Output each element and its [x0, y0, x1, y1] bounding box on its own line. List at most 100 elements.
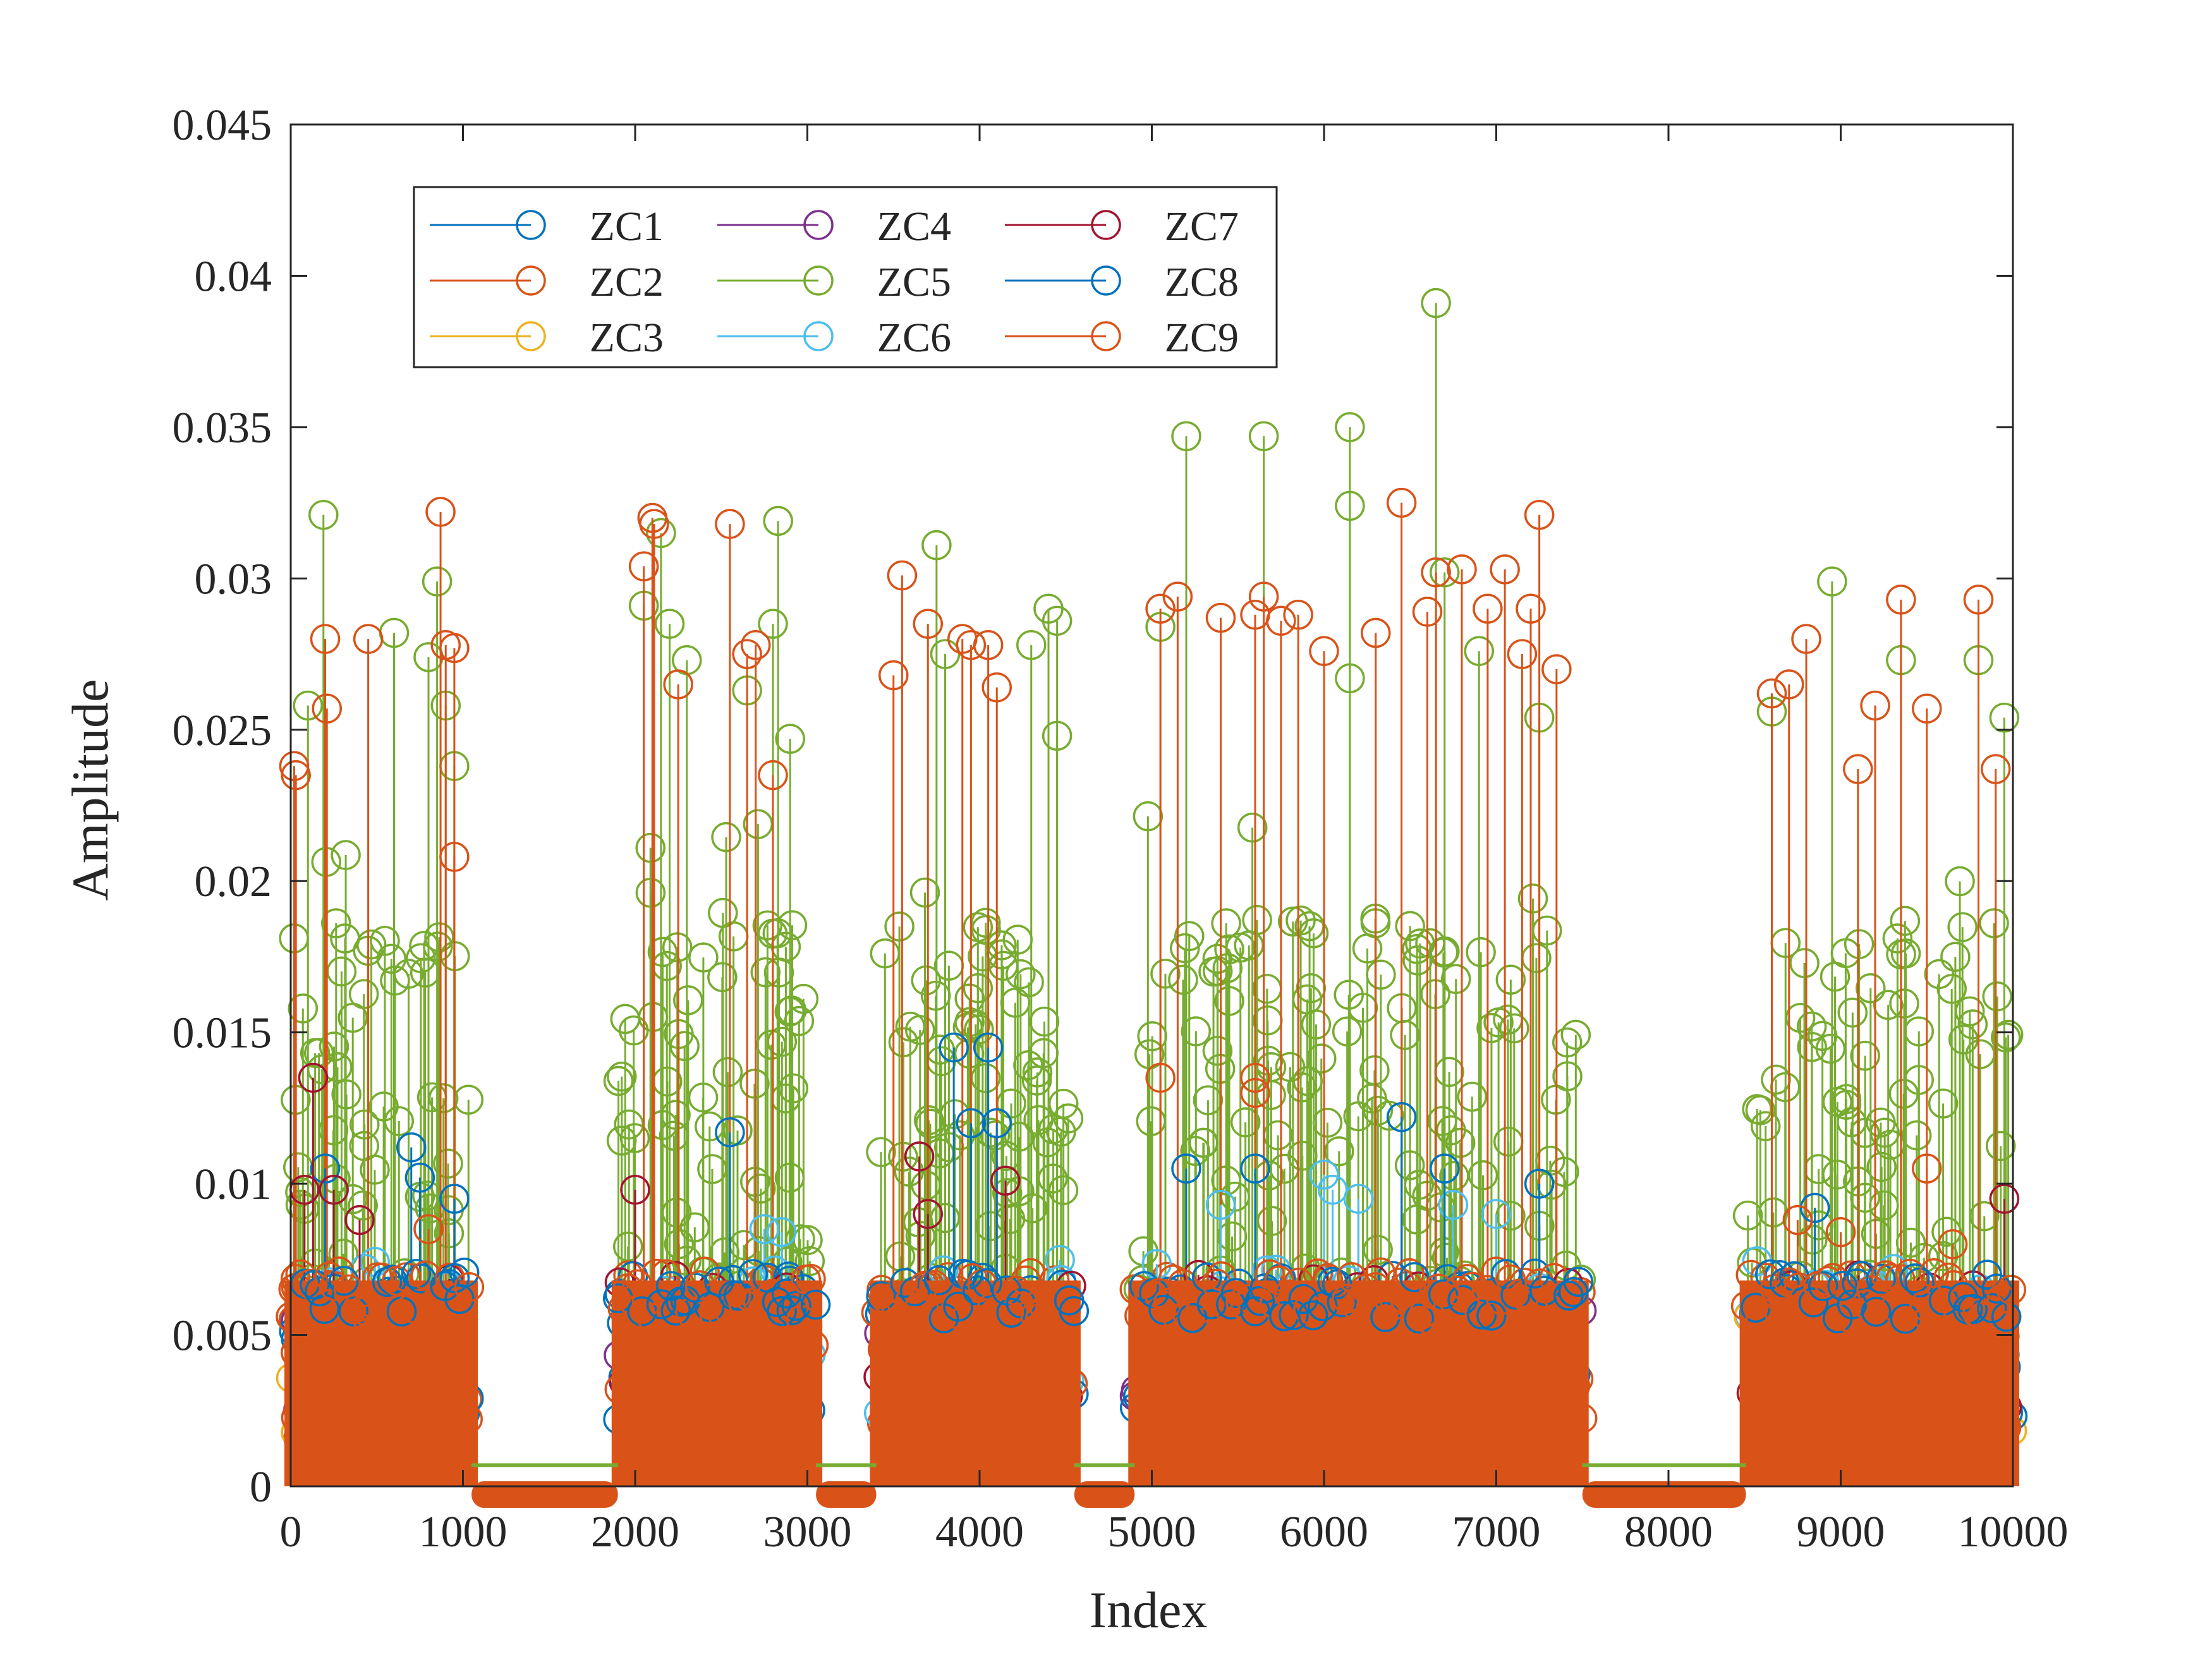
- x-tick-label: 8000: [1624, 1508, 1713, 1556]
- dense-marker: [1977, 1293, 2007, 1323]
- point-zc5-marker: [1366, 959, 1396, 990]
- point-zc2-marker: [1981, 754, 2011, 784]
- dense-marker: [1015, 1258, 1046, 1289]
- point-zc5-marker: [1866, 1151, 1897, 1182]
- dense-marker: [1129, 1271, 1160, 1301]
- dense-marker: [767, 1295, 797, 1326]
- dense-marker: [1957, 1294, 1988, 1325]
- point-zc5-marker: [380, 965, 410, 996]
- inactive-band: [471, 1481, 618, 1508]
- legend-item-zc1: ZC1: [430, 203, 664, 250]
- dense-marker: [1899, 1263, 1930, 1294]
- x-tick-label: 6000: [1280, 1508, 1368, 1556]
- dense-marker: [680, 1272, 710, 1303]
- legend-label: ZC1: [590, 203, 664, 250]
- point-zc5-marker: [348, 979, 379, 1009]
- point-zc5-marker: [1890, 906, 1921, 936]
- point-zc5-marker: [1006, 959, 1036, 990]
- dense-marker: [899, 1276, 930, 1307]
- point-zc5-marker: [1217, 1221, 1248, 1252]
- point-zc7-marker: [990, 1165, 1021, 1196]
- point-zc9-marker: [1825, 1216, 1856, 1247]
- point-zc5-marker: [1150, 959, 1181, 989]
- legend-label: ZC4: [877, 203, 951, 250]
- dense-marker: [1986, 1283, 2017, 1314]
- dense-marker: [1755, 1259, 1785, 1290]
- point-zc1-marker: [956, 1108, 987, 1139]
- point-zc5-marker: [654, 609, 685, 639]
- x-tick-label: 0: [280, 1508, 302, 1556]
- dense-marker: [1365, 1257, 1396, 1288]
- point-zc5-marker: [673, 985, 703, 1016]
- point-zc8-marker: [439, 1184, 470, 1214]
- dense-marker: [972, 1268, 1002, 1299]
- point-zc6-marker: [1045, 1244, 1075, 1275]
- point-zc5-marker: [739, 1069, 770, 1099]
- point-zc2-marker: [1240, 1062, 1270, 1093]
- legend-label: ZC8: [1165, 259, 1239, 305]
- dense-marker: [1735, 1259, 1766, 1290]
- point-zc7-marker: [298, 1062, 329, 1093]
- dense-marker: [1409, 1298, 1439, 1329]
- point-zc5-marker: [1869, 1190, 1899, 1221]
- dense-marker: [943, 1291, 973, 1322]
- y-tick-label: 0.025: [173, 707, 272, 755]
- point-zc5-marker: [303, 1038, 334, 1069]
- legend-marker: [1091, 210, 1121, 240]
- y-tick-label: 0.005: [173, 1312, 272, 1361]
- x-tick-label: 10000: [1958, 1508, 2069, 1556]
- point-zc2-marker: [1756, 678, 1787, 709]
- point-zc5-marker: [1237, 812, 1268, 843]
- point-zc2-marker: [1266, 605, 1296, 636]
- dense-marker: [1297, 1300, 1328, 1331]
- point-zc5-marker: [707, 962, 738, 992]
- point-zc2-marker: [1507, 639, 1538, 669]
- point-zc5-marker: [1312, 1107, 1343, 1138]
- legend-label: ZC5: [877, 259, 951, 305]
- dense-marker: [923, 1265, 954, 1295]
- point-zc5-marker: [1287, 1141, 1318, 1171]
- dense-marker: [1394, 1258, 1425, 1289]
- point-zc8-marker: [1524, 1168, 1555, 1199]
- point-zc2-marker: [1421, 557, 1451, 588]
- point-zc5-marker: [1193, 1085, 1224, 1115]
- point-zc5-marker: [1395, 911, 1425, 942]
- point-zc5-marker: [954, 983, 985, 1014]
- dense-marker: [1413, 1304, 1444, 1335]
- point-zc5-marker: [1017, 1193, 1048, 1223]
- dense-marker: [987, 1295, 1017, 1326]
- dense-marker: [1861, 1296, 1892, 1327]
- point-zc5-marker: [1979, 908, 2009, 938]
- point-zc6-marker: [749, 1214, 780, 1244]
- point-zc5-marker: [902, 1207, 933, 1237]
- legend-marker: [516, 210, 546, 240]
- point-zc5-marker: [1957, 1009, 1988, 1040]
- point-zc2-marker: [973, 629, 1004, 660]
- point-zc2-marker: [1774, 669, 1804, 700]
- point-zc8-marker: [1799, 1192, 1830, 1223]
- point-zc5-marker: [1292, 984, 1323, 1015]
- point-zc5-marker: [688, 942, 719, 973]
- dense-marker: [684, 1270, 715, 1301]
- point-zc2-marker: [1361, 617, 1391, 648]
- dense-marker: [1356, 1293, 1386, 1323]
- point-zc2-marker: [1447, 554, 1477, 585]
- point-zc5-marker: [1014, 967, 1044, 998]
- dense-marker: [890, 1268, 921, 1299]
- point-zc5-marker: [1188, 1127, 1218, 1158]
- point-zc5-marker: [669, 1031, 700, 1062]
- point-zc5-marker: [1427, 1106, 1457, 1136]
- point-zc2-marker: [279, 751, 310, 781]
- inactive-band: [1074, 1481, 1135, 1508]
- dense-marker: [1255, 1259, 1285, 1290]
- dense-marker: [1201, 1268, 1232, 1299]
- point-zc1-marker: [404, 1162, 435, 1193]
- x-tick-label: 4000: [935, 1508, 1024, 1556]
- point-zc5-marker: [1335, 663, 1365, 694]
- inactive-band: [1582, 1481, 1746, 1508]
- point-zc1-marker: [396, 1132, 427, 1163]
- point-zc5-marker: [1849, 1118, 1880, 1148]
- dense-marker: [1370, 1302, 1401, 1332]
